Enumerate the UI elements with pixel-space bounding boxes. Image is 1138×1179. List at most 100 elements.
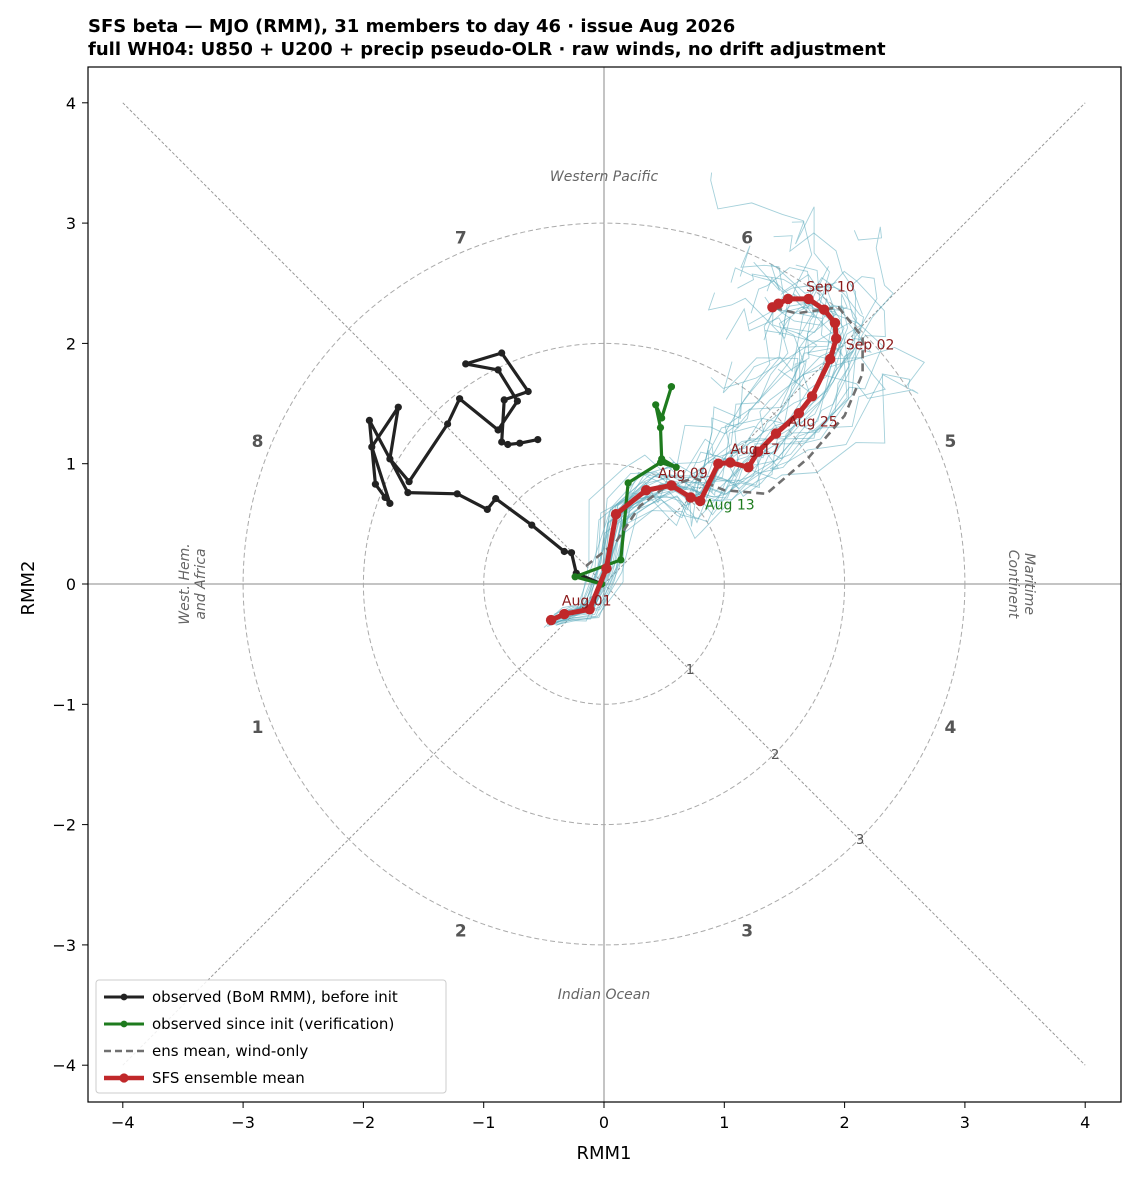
series-line-2 [585,305,864,568]
series-point [685,492,696,503]
series-point [825,353,836,365]
series-point [713,458,724,469]
series-point [658,455,666,463]
series-point [371,480,379,488]
legend-label: ens mean, wind-only [152,1042,308,1060]
series-point [770,428,782,439]
series-point [818,304,830,315]
series-point [534,436,542,444]
y-tick-label: 2 [66,334,76,353]
ensemble-member-line [550,309,845,623]
series-point [640,485,652,496]
legend-marker [120,1020,128,1028]
series-point [394,403,402,411]
series-point [829,317,841,329]
ring-label: 1 [686,663,694,678]
amplitude-ring [362,342,846,826]
x-tick-label: −4 [111,1113,135,1132]
x-tick-label: −2 [352,1113,376,1132]
series-point [652,401,660,409]
phase-number: 2 [455,921,467,941]
series-point [528,521,536,529]
date-label: Sep 10 [806,280,855,296]
series-point [656,424,665,432]
series-point [513,397,522,405]
series-point [695,495,706,507]
ensemble-member-line [546,245,785,620]
series-point [560,547,568,556]
plot-labels: 1 2 3 1 2 3 4 5 6 7 8 Western Pacific Indian Ocean We… [177,169,1037,1003]
x-tick-label: −3 [231,1113,255,1132]
ensemble-member-line [551,172,813,626]
series-point [524,387,532,396]
ring-label: 3 [856,833,864,848]
ensemble-member-line [547,347,925,622]
chart-title-line2: full WH04: U850 + U200 + precip pseudo-O… [88,39,886,60]
x-tick-label: 2 [840,1113,850,1132]
x-tick-label: 3 [960,1113,970,1132]
region-label-right-line2: Continent [1005,550,1021,619]
series-point [498,349,506,357]
x-axis-label: RMM1 [576,1143,631,1164]
ensemble-member-line [547,306,837,623]
date-label: Aug 17 [730,442,780,458]
series-point [516,439,524,447]
series-point [806,391,818,402]
series-point [494,426,502,434]
chart-title-line1: SFS beta — MJO (RMM), 31 members to day … [88,16,735,37]
legend-marker [120,993,128,1001]
data-series [365,293,864,626]
region-label-left-line1: West. Hem. [177,543,193,624]
series-point [667,383,676,391]
series-point [767,302,778,313]
region-label-left: West. Hem. and Africa [177,543,209,624]
ensemble-member-line [554,232,857,623]
series-point [624,479,632,487]
series-point [365,416,373,424]
ring-label: 2 [771,748,779,763]
y-tick-label: −4 [52,1056,76,1075]
series-point [368,443,376,451]
series-point [498,438,506,446]
date-label: Aug 01 [562,594,612,610]
series-point [381,493,389,501]
series-point [500,396,508,404]
date-label: Aug 13 [705,497,755,513]
y-tick-label: −3 [52,936,76,955]
region-label-top: Western Pacific [550,169,659,185]
region-label-right-line1: Maritime [1021,553,1037,615]
y-tick-label: 0 [66,575,76,594]
series-point [584,604,595,615]
region-label-left-line2: and Africa [193,548,209,619]
x-tick-label: 0 [599,1113,609,1132]
series-point [803,293,814,305]
phase-number: 1 [252,718,264,738]
ensemble-member-line [547,302,838,621]
ensemble-member-line [543,322,872,628]
series-point [831,333,842,344]
phase-number: 5 [945,432,957,452]
phase-number: 3 [741,921,753,941]
amplitude-ring [483,463,725,705]
series-point [444,420,452,428]
series-point [453,490,461,498]
series-point [483,505,491,513]
series-point [658,414,666,422]
series-point [752,446,764,457]
series-point [456,395,464,403]
ensemble-member-line [551,273,815,618]
series-point [386,499,394,507]
series-point [386,455,394,463]
date-label: Sep 02 [846,337,895,353]
ensemble-member-line [553,206,830,615]
series-point [504,440,512,449]
legend-label: SFS ensemble mean [152,1069,305,1087]
series-point [494,366,502,374]
series-point [782,293,794,305]
ensemble-member-line [550,276,878,619]
date-label: Aug 25 [788,414,838,430]
legend-marker [119,1073,129,1083]
series-point [462,360,470,368]
